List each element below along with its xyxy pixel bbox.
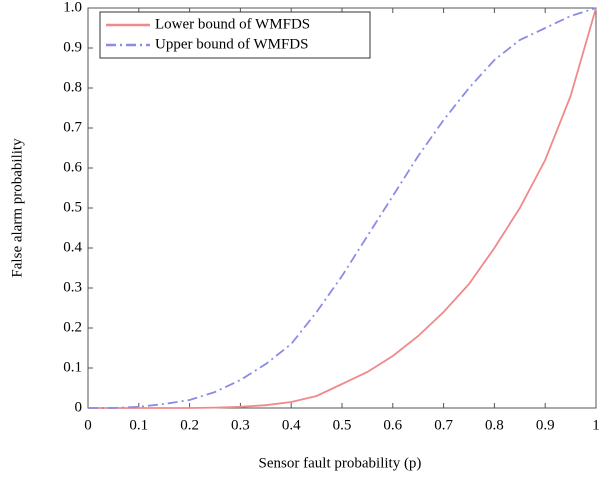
x-tick-label: 0.7 — [434, 417, 453, 433]
legend-label: Upper bound of WMFDS — [155, 36, 308, 52]
y-axis-label: False alarm probability — [9, 138, 25, 278]
x-tick-label: 0.5 — [333, 417, 352, 433]
x-tick-label: 0.9 — [536, 417, 555, 433]
x-tick-label: 0.6 — [383, 417, 402, 433]
y-tick-label: 0.8 — [63, 79, 82, 95]
legend-box — [99, 11, 371, 59]
x-tick-label: 0.8 — [485, 417, 504, 433]
x-tick-label: 0.3 — [231, 417, 250, 433]
y-tick-label: 0.5 — [63, 199, 82, 215]
x-tick-label: 0.2 — [180, 417, 199, 433]
y-tick-label: 0 — [75, 399, 83, 415]
y-tick-label: 0.1 — [63, 359, 82, 375]
x-tick-label: 0 — [84, 417, 92, 433]
x-tick-label: 1 — [592, 417, 599, 433]
y-tick-label: 0.2 — [63, 319, 82, 335]
x-tick-label: 0.4 — [282, 417, 301, 433]
series-line — [88, 7, 597, 409]
y-tick-label: 0.9 — [63, 39, 82, 55]
y-tick-label: 1.0 — [63, 0, 82, 15]
x-axis-label: Sensor fault probability (p) — [259, 455, 422, 471]
y-tick-label: 0.6 — [63, 159, 82, 175]
legend-label: Lower bound of WMFDS — [155, 16, 310, 32]
x-tick-label: 0.1 — [129, 417, 148, 433]
y-tick-label: 0.4 — [63, 239, 82, 255]
series-line — [88, 7, 597, 409]
y-tick-label: 0.3 — [63, 279, 82, 295]
y-tick-label: 0.7 — [63, 119, 82, 135]
